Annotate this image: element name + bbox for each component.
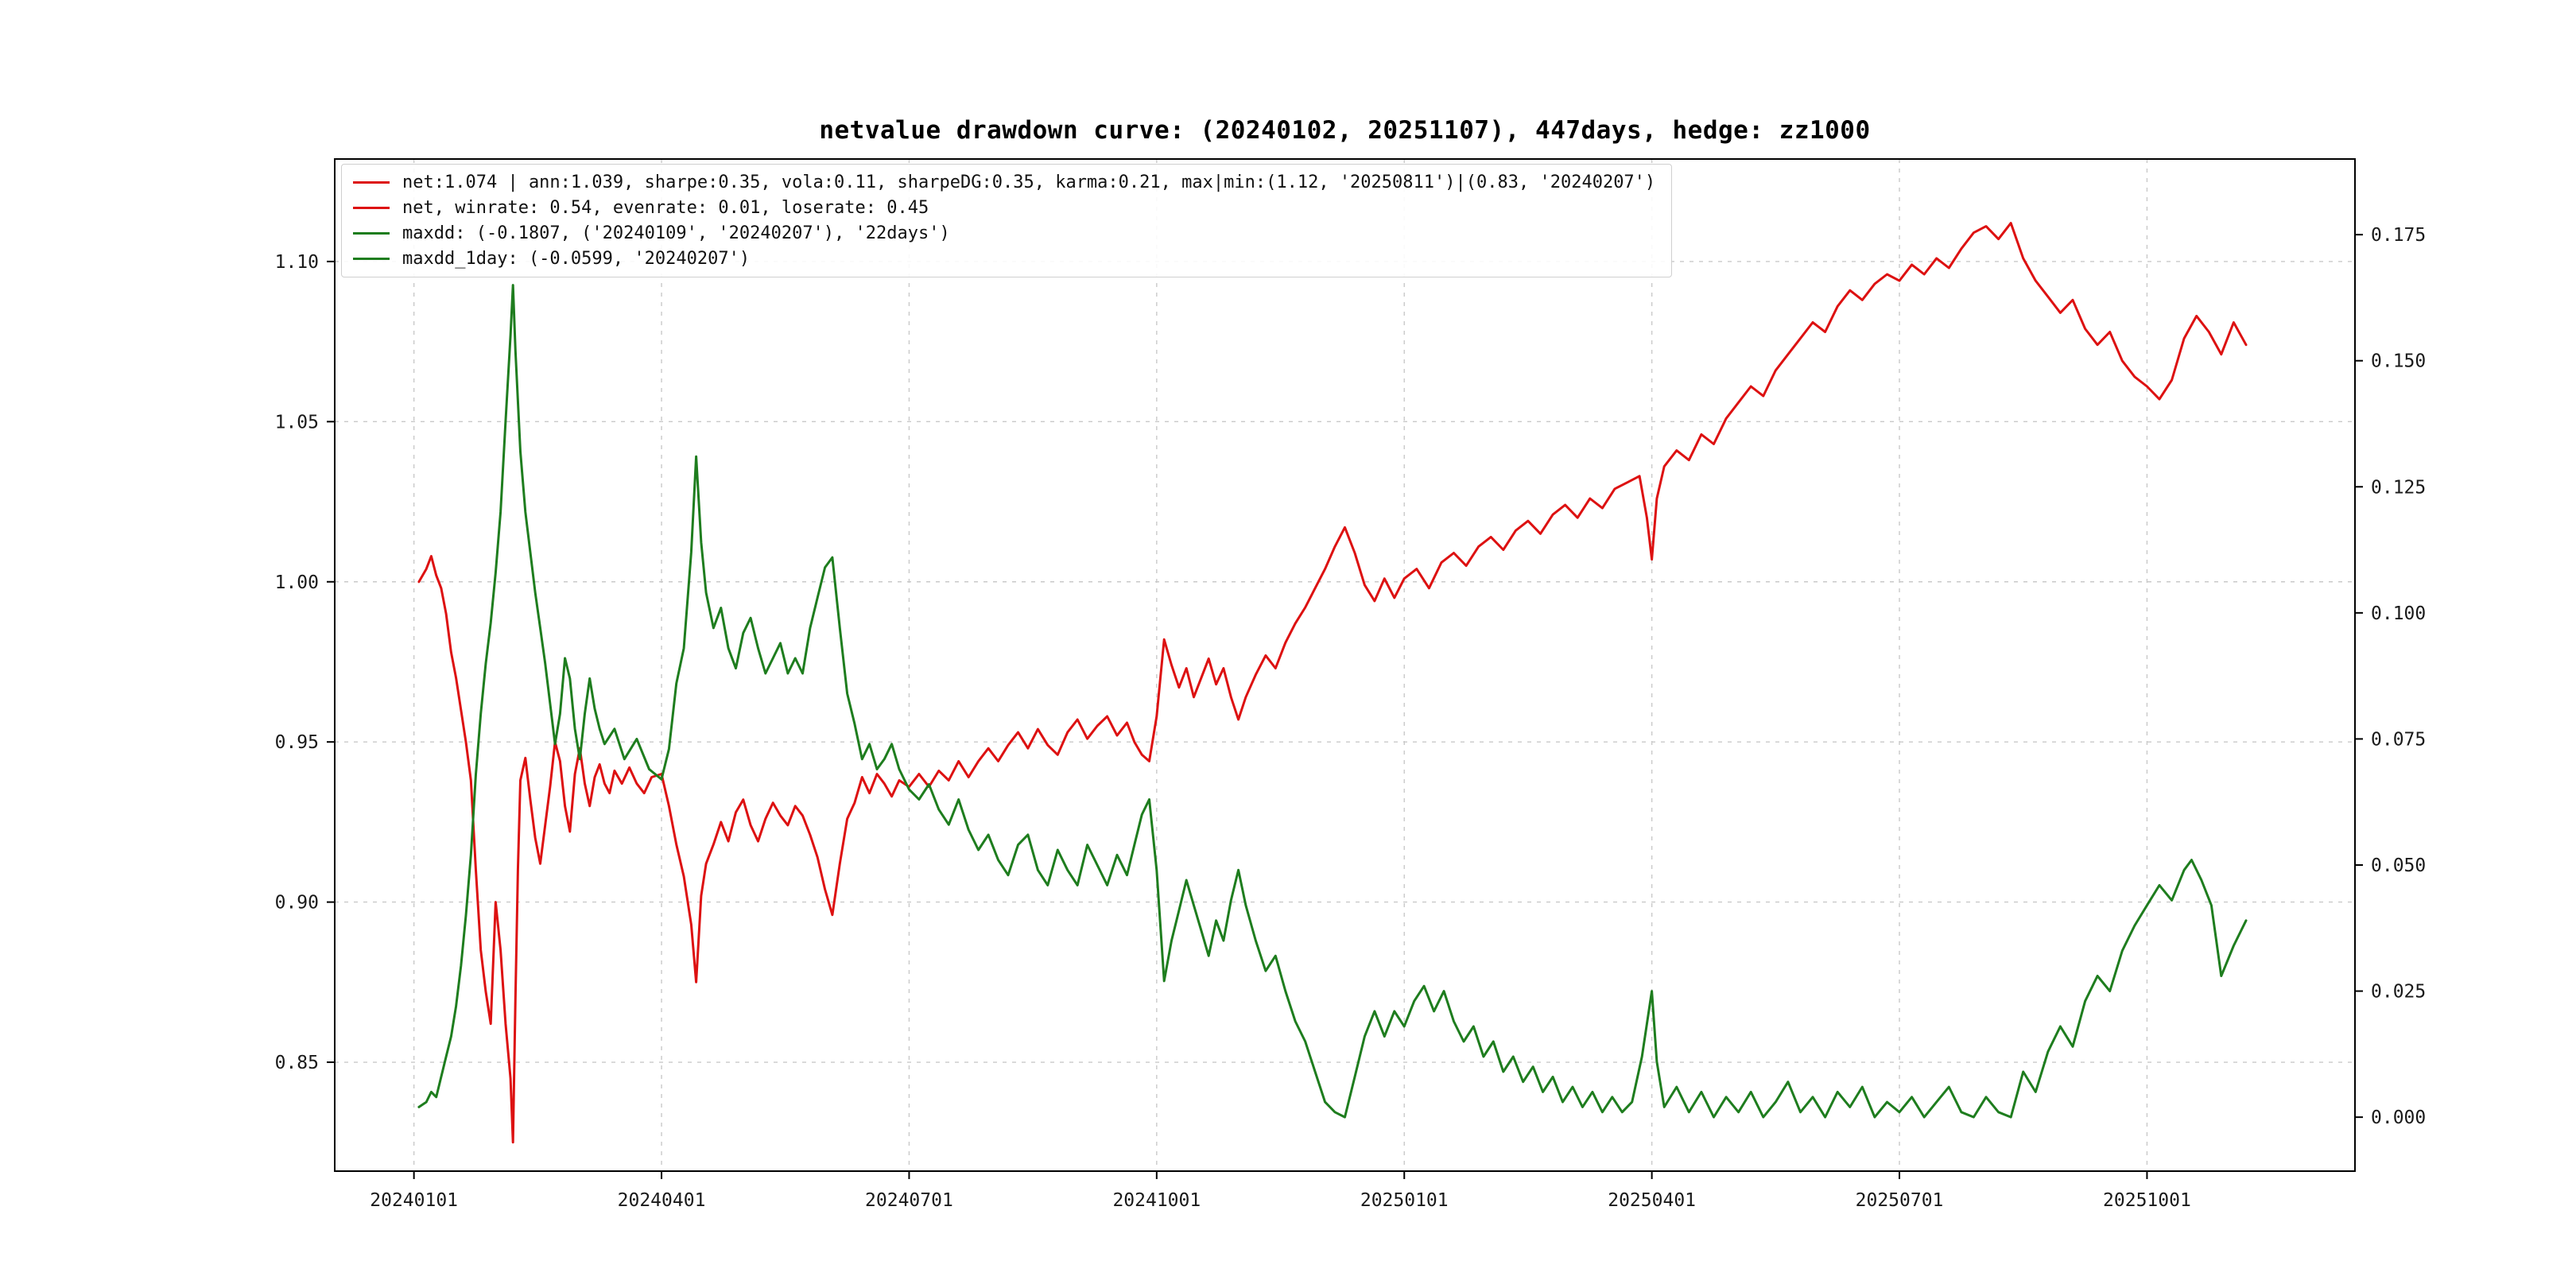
right-axis-tick-label: 0.075	[2371, 729, 2426, 750]
x-axis-tick-label: 20250101	[1360, 1190, 1449, 1211]
legend: net:1.074 | ann:1.039, sharpe:0.35, vola…	[341, 164, 1673, 277]
left-axis-tick-label: 0.90	[275, 893, 319, 914]
left-axis-tick-label: 0.85	[275, 1053, 319, 1073]
legend-label: maxdd_1day: (-0.0599, '20240207')	[402, 249, 751, 269]
right-axis-tick-label: 0.100	[2371, 603, 2426, 624]
left-axis-tick-label: 1.05	[275, 412, 319, 433]
legend-line-sample	[353, 181, 390, 184]
legend-line-sample	[353, 232, 390, 235]
right-axis-tick-label: 0.175	[2371, 225, 2426, 246]
x-axis-tick-label: 20240401	[618, 1190, 706, 1211]
chart-title: netvalue drawdown curve: (20240102, 2025…	[819, 116, 1871, 145]
right-axis-tick-label: 0.150	[2371, 351, 2426, 372]
left-axis-tick-label: 0.95	[275, 732, 319, 753]
series-line-net	[417, 222, 2248, 1144]
x-axis-tick-label: 20241001	[1112, 1190, 1201, 1211]
left-axis-tick-label: 1.10	[275, 252, 319, 273]
legend-label: maxdd: (-0.1807, ('20240109', '20240207'…	[402, 223, 950, 243]
legend-entry: net, winrate: 0.54, evenrate: 0.01, lose…	[353, 198, 1655, 218]
right-axis-tick-label: 0.000	[2371, 1108, 2426, 1128]
legend-line-sample	[353, 207, 390, 209]
legend-entry: maxdd_1day: (-0.0599, '20240207')	[353, 249, 1655, 269]
right-axis-tick-label: 0.125	[2371, 477, 2426, 498]
legend-label: net, winrate: 0.54, evenrate: 0.01, lose…	[402, 198, 929, 218]
x-axis-tick-label: 20240101	[370, 1190, 458, 1211]
x-axis-tick-label: 20240701	[865, 1190, 953, 1211]
right-axis-tick-label: 0.025	[2371, 982, 2426, 1003]
left-axis-tick-label: 1.00	[275, 572, 319, 593]
legend-line-sample	[353, 258, 390, 260]
x-axis-tick-label: 20250701	[1856, 1190, 1944, 1211]
legend-label: net:1.074 | ann:1.039, sharpe:0.35, vola…	[402, 173, 1656, 192]
x-axis-tick-label: 20251001	[2103, 1190, 2191, 1211]
legend-entry: net:1.074 | ann:1.039, sharpe:0.35, vola…	[353, 173, 1655, 192]
x-axis-tick-label: 20250401	[1608, 1190, 1696, 1211]
series-line-maxdd	[417, 284, 2248, 1119]
legend-entry: maxdd: (-0.1807, ('20240109', '20240207'…	[353, 223, 1655, 243]
right-axis-tick-label: 0.050	[2371, 855, 2426, 876]
axes-border	[334, 158, 2356, 1172]
